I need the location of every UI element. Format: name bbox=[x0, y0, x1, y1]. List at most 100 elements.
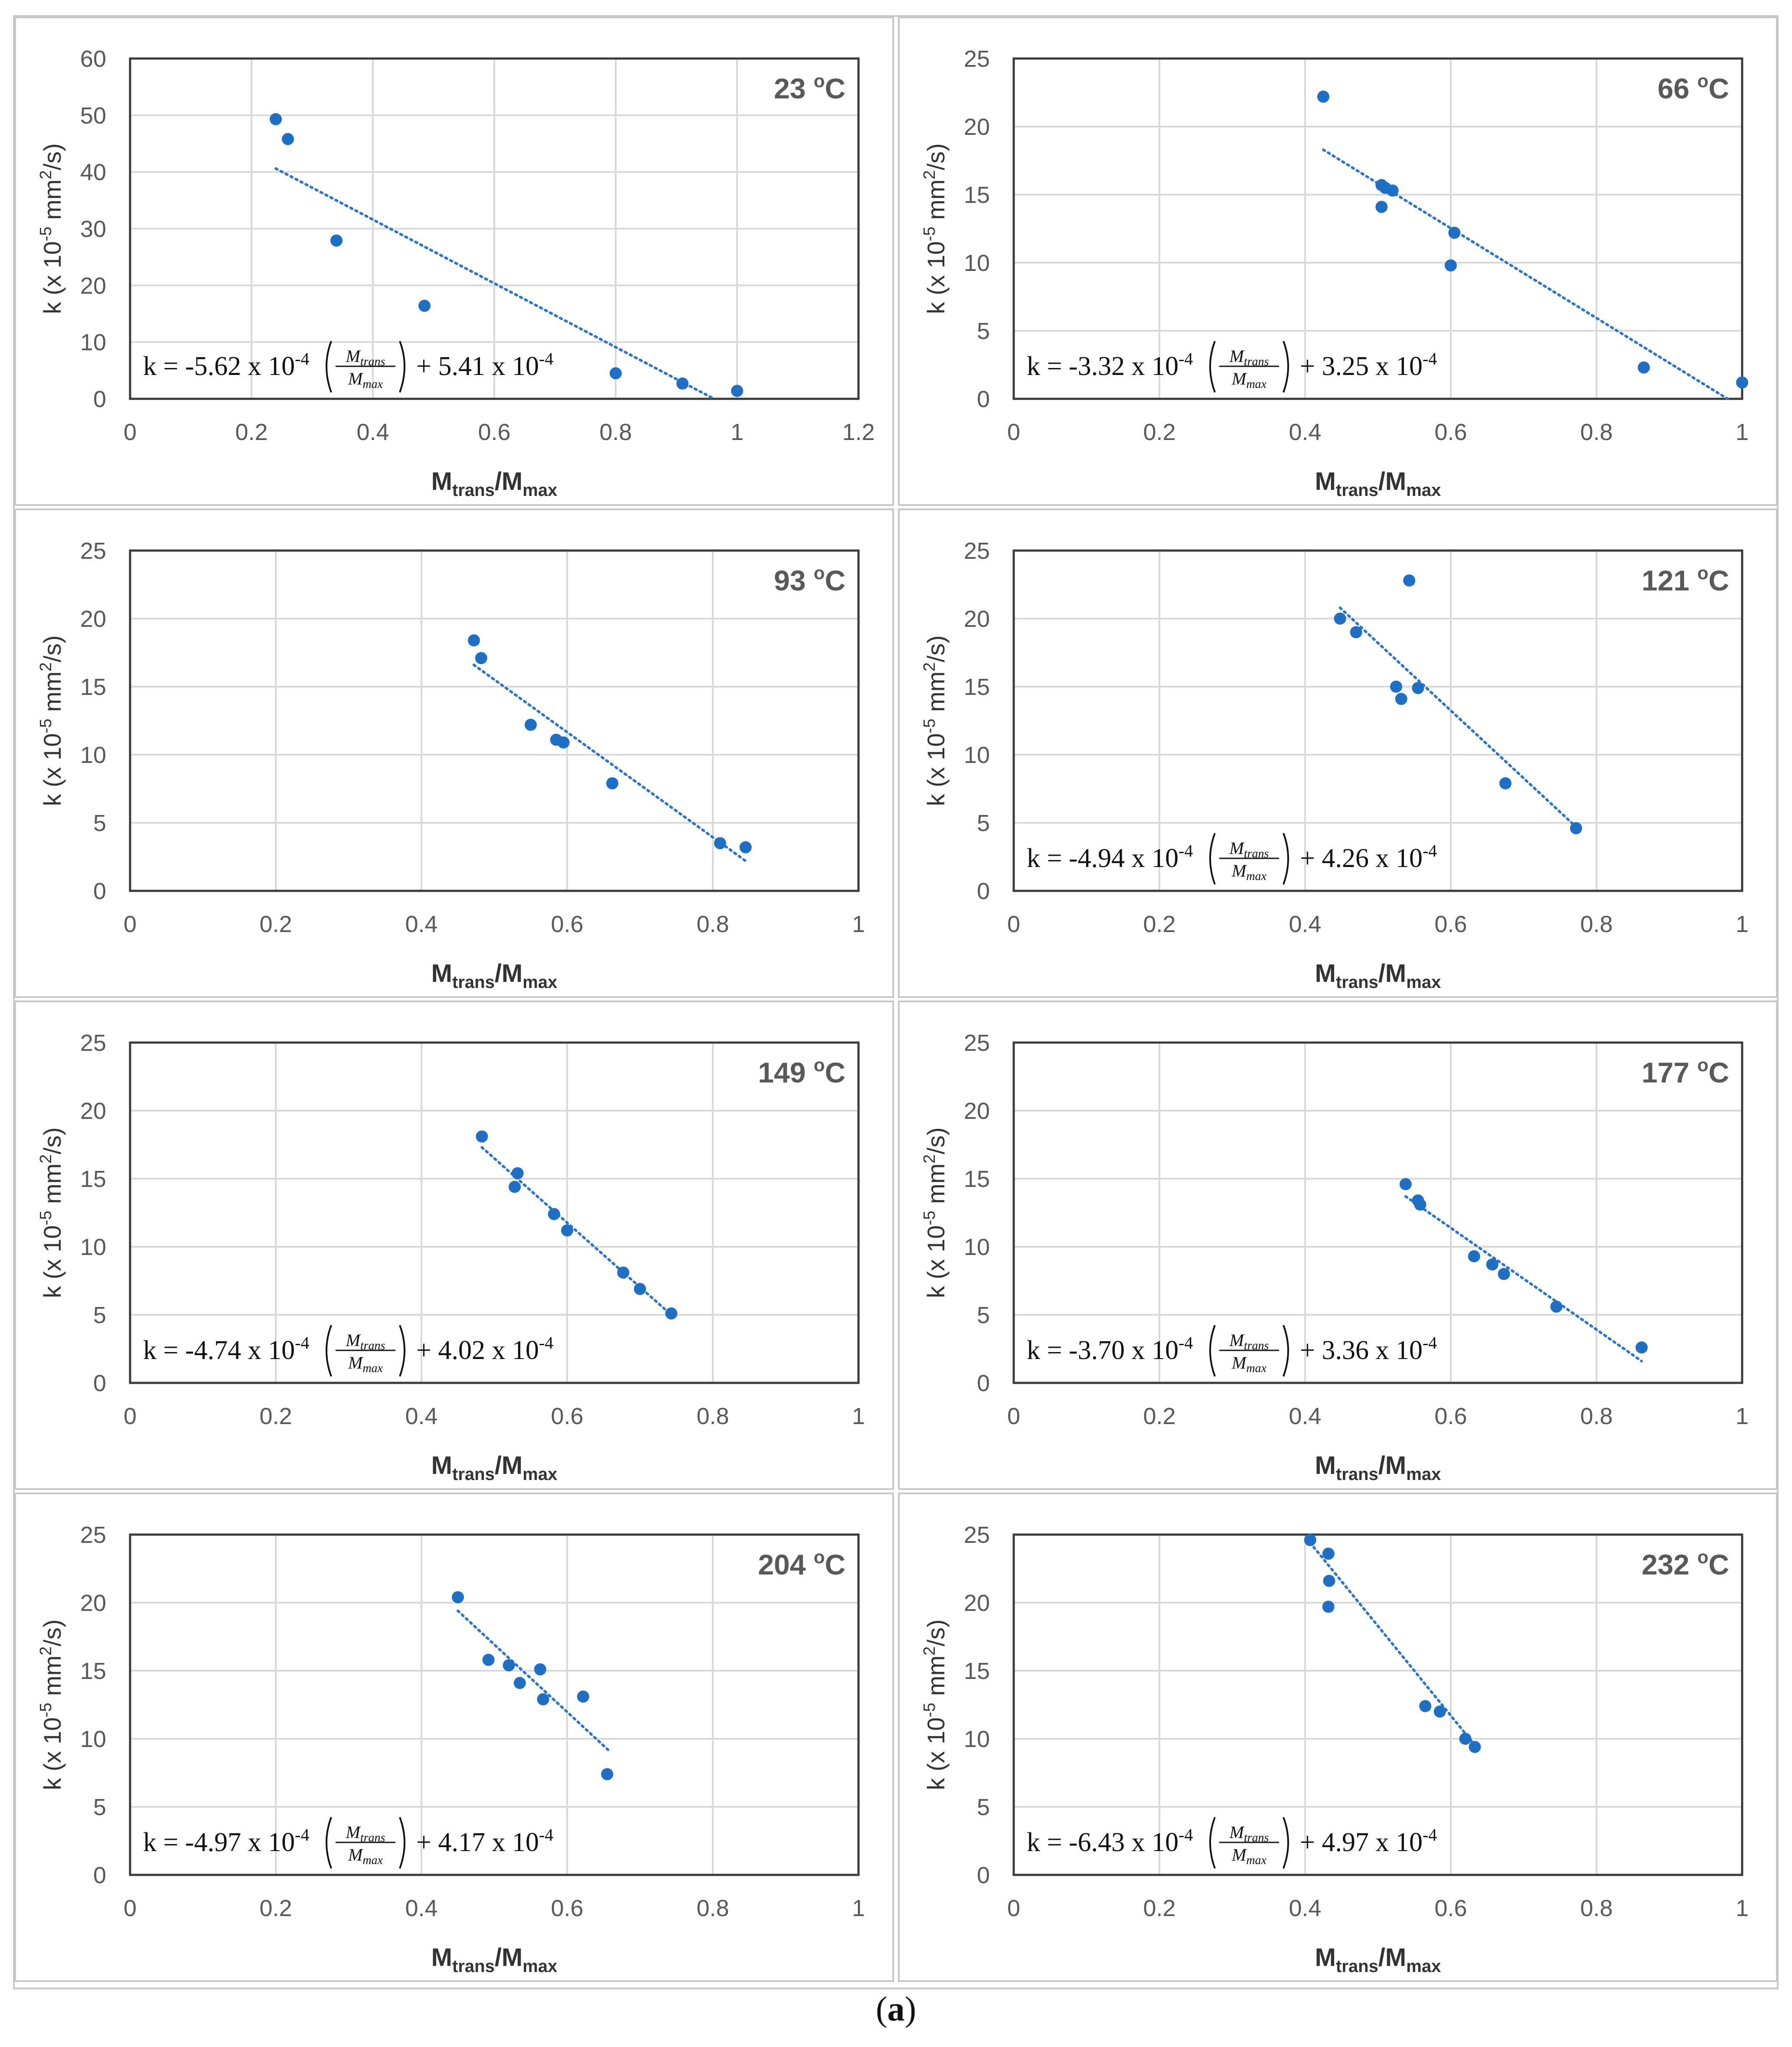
x-tick-label: 0.6 bbox=[551, 1403, 583, 1429]
x-tick-label: 1 bbox=[852, 1895, 865, 1921]
y-tick-label: 15 bbox=[964, 1166, 990, 1192]
data-point bbox=[1570, 822, 1582, 834]
panel-frame bbox=[898, 16, 1778, 506]
data-point bbox=[1486, 1258, 1498, 1271]
fraction-denominator: Mmax bbox=[348, 1845, 383, 1867]
paren-right bbox=[1283, 341, 1289, 393]
y-tick-label: 25 bbox=[964, 46, 990, 72]
temperature-label: 204 oC bbox=[758, 1547, 845, 1581]
x-tick-label: 0.2 bbox=[1143, 419, 1175, 445]
paren-right bbox=[1283, 1325, 1289, 1377]
x-tick-label: 0.6 bbox=[551, 911, 583, 937]
x-tick-label: 0.4 bbox=[405, 1895, 437, 1921]
fraction-numerator: Mtrans bbox=[346, 1822, 385, 1845]
y-tick-label: 20 bbox=[964, 606, 990, 632]
equation-right: + 4.17 x 10-4 bbox=[416, 1825, 553, 1857]
trendline bbox=[274, 167, 715, 400]
y-tick-label: 10 bbox=[80, 742, 106, 768]
x-tick-label: 0.6 bbox=[478, 419, 510, 445]
x-tick-label: 0.2 bbox=[1143, 1403, 1175, 1429]
data-point bbox=[634, 1283, 646, 1295]
data-point bbox=[534, 1663, 546, 1675]
data-point bbox=[1322, 1600, 1335, 1613]
equation-right: + 4.02 x 10-4 bbox=[416, 1333, 553, 1365]
equation-left: k = -4.97 x 10-4 bbox=[143, 1825, 309, 1857]
data-point bbox=[1469, 1741, 1481, 1753]
data-point bbox=[270, 113, 282, 125]
temperature-label: 66 oC bbox=[1658, 71, 1729, 104]
paren-right bbox=[1283, 833, 1289, 885]
temperature-label: 177 oC bbox=[1642, 1055, 1729, 1089]
y-tick-label: 20 bbox=[80, 1098, 106, 1124]
y-tick-label: 20 bbox=[80, 273, 106, 299]
x-tick-label: 0 bbox=[1007, 419, 1020, 445]
data-point bbox=[467, 634, 480, 647]
data-point bbox=[475, 652, 487, 665]
y-tick-label: 0 bbox=[977, 878, 990, 904]
x-tick-label: 0.8 bbox=[1580, 1895, 1612, 1921]
plot-area-frame bbox=[1012, 57, 1743, 400]
x-tick-label: 0.6 bbox=[1434, 1895, 1467, 1921]
data-point bbox=[1350, 626, 1362, 639]
data-point bbox=[617, 1266, 630, 1279]
y-tick-label: 10 bbox=[80, 1726, 106, 1752]
y-tick-label: 15 bbox=[80, 674, 106, 700]
data-point bbox=[676, 377, 689, 390]
x-tick-label: 0.4 bbox=[405, 911, 437, 937]
fraction-numerator: Mtrans bbox=[1229, 1822, 1269, 1845]
y-tick-label: 5 bbox=[977, 318, 990, 344]
y-tick-label: 15 bbox=[964, 1658, 990, 1684]
data-point bbox=[731, 385, 743, 397]
trendline bbox=[1309, 1541, 1475, 1746]
x-tick-label: 1 bbox=[1736, 1403, 1749, 1429]
temperature-label: 232 oC bbox=[1642, 1547, 1729, 1581]
data-point bbox=[561, 1224, 573, 1237]
trendline bbox=[457, 1609, 611, 1753]
chart-panel-1: 0 0.2 0.4 0.6 0.8 1 1.2 0 10 20 30 40 50 60 k (x 10-5 … bbox=[14, 16, 894, 506]
x-tick-label: 0.4 bbox=[1289, 1403, 1321, 1429]
x-tick-label: 0.8 bbox=[599, 419, 632, 445]
y-tick-label: 40 bbox=[80, 160, 106, 186]
data-point bbox=[1638, 361, 1650, 374]
y-tick-label: 10 bbox=[964, 1234, 990, 1260]
fraction-denominator: Mmax bbox=[348, 1353, 383, 1375]
data-point bbox=[525, 718, 537, 731]
plot-area-frame bbox=[129, 1041, 860, 1384]
x-tick-label: 0.2 bbox=[235, 419, 268, 445]
y-tick-label: 50 bbox=[80, 103, 106, 129]
y-tick-label: 15 bbox=[80, 1166, 106, 1192]
y-tick-label: 10 bbox=[964, 1726, 990, 1752]
equation-left: k = -4.74 x 10-4 bbox=[143, 1333, 309, 1365]
y-tick-label: 5 bbox=[93, 810, 106, 836]
x-tick-label: 1 bbox=[1736, 911, 1749, 937]
data-point bbox=[503, 1659, 515, 1672]
plot-area-frame bbox=[129, 549, 860, 892]
x-tick-label: 0.8 bbox=[696, 1895, 729, 1921]
data-point bbox=[1317, 90, 1329, 103]
equation-right: + 3.25 x 10-4 bbox=[1300, 349, 1437, 381]
y-tick-label: 30 bbox=[80, 216, 106, 242]
y-tick-label: 25 bbox=[964, 1522, 990, 1548]
panel-frame bbox=[14, 1493, 894, 1982]
data-point bbox=[606, 777, 619, 789]
trendline bbox=[1404, 1195, 1643, 1362]
x-axis-label: Mtrans/Mmax bbox=[1315, 1943, 1441, 1976]
equation-right: + 3.36 x 10-4 bbox=[1300, 1333, 1437, 1365]
data-point bbox=[1448, 226, 1461, 239]
y-tick-label: 20 bbox=[80, 606, 106, 632]
data-point bbox=[1334, 613, 1346, 625]
panel-frame bbox=[898, 1001, 1778, 1490]
paren-left bbox=[1209, 341, 1216, 393]
panel-frame bbox=[14, 508, 894, 998]
data-point bbox=[482, 1653, 495, 1666]
panel-frame bbox=[898, 508, 1778, 998]
y-tick-label: 25 bbox=[80, 1030, 106, 1056]
x-tick-label: 1 bbox=[1736, 419, 1749, 445]
